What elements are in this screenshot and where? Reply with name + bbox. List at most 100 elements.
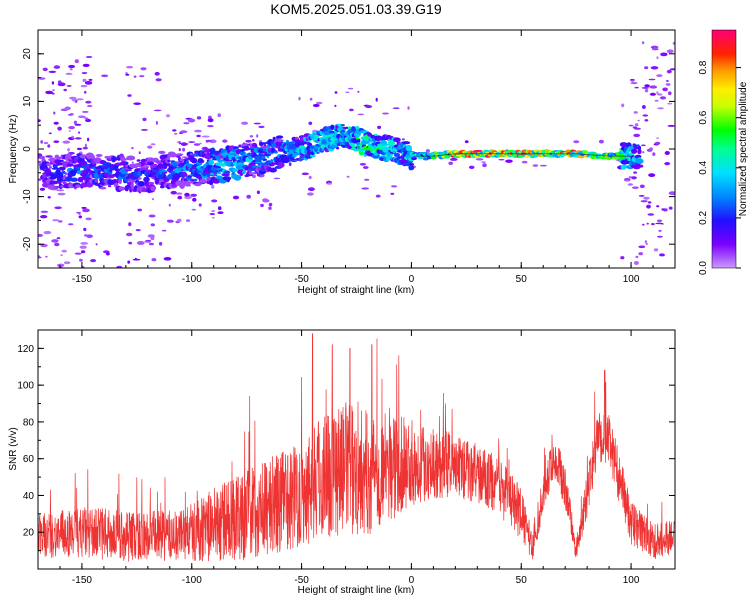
noise-blob <box>81 206 87 209</box>
x-tick-label: -50 <box>294 274 309 285</box>
colorbar-gradient <box>711 29 737 269</box>
ridge-blob <box>61 170 66 175</box>
noise-blob <box>126 65 133 69</box>
noise-blob <box>627 183 634 186</box>
snr-frame <box>37 329 676 570</box>
ridge-blob <box>277 162 285 168</box>
ridge-blob <box>90 154 95 160</box>
noise-blob <box>643 196 650 200</box>
ridge-blob <box>232 168 238 172</box>
noise-blob <box>653 248 659 252</box>
ridge-blob <box>632 164 641 170</box>
ridge-blob <box>95 154 103 157</box>
colorbar-ticks: 0.0 0.2 0.4 0.6 0.8 <box>698 60 741 275</box>
noise-blob <box>53 121 59 125</box>
noise-blob <box>648 78 656 81</box>
noise-blob <box>85 100 92 104</box>
noise-blob <box>38 178 41 181</box>
noise-blob <box>625 179 630 182</box>
ridge-blob <box>201 174 208 179</box>
ridge-blob <box>46 162 52 167</box>
noise-blob <box>650 66 659 70</box>
x-tick-label: -100 <box>182 274 202 285</box>
noise-blob <box>52 279 55 281</box>
ridge-blob <box>108 185 112 188</box>
noise-blob <box>187 118 196 123</box>
noise-blob <box>148 242 154 246</box>
ridge-blob <box>316 135 320 139</box>
noise-blob <box>69 68 73 71</box>
noise-blob <box>672 41 675 45</box>
ridge-blob <box>351 126 356 131</box>
noise-blob <box>375 194 381 198</box>
snr-marks <box>38 333 675 562</box>
ridge-blob <box>124 161 129 165</box>
noise-blob <box>51 81 55 85</box>
noise-blob <box>668 91 672 96</box>
noise-blob <box>252 174 256 179</box>
x-tick-label: 100 <box>623 575 640 586</box>
ridge-blob <box>194 150 200 154</box>
x-tick-label: 0 <box>409 575 415 586</box>
noise-blob <box>84 117 89 120</box>
noise-blob <box>468 165 475 169</box>
noise-blob <box>211 210 216 212</box>
noise-blob <box>635 255 639 259</box>
noise-blob <box>68 223 74 226</box>
ridge-blob <box>208 159 214 166</box>
noise-blob <box>307 187 315 192</box>
ridge-blob <box>76 170 83 175</box>
noise-blob <box>253 122 261 125</box>
noise-blob <box>82 63 90 67</box>
noise-blob <box>217 206 222 211</box>
noise-blob <box>79 258 83 262</box>
noise-blob <box>644 84 650 88</box>
x-tick-label: -150 <box>72 575 92 586</box>
ridge-blob <box>374 133 378 137</box>
noise-blob <box>256 190 260 195</box>
noise-blob <box>268 206 272 210</box>
noise-blob <box>45 255 48 258</box>
noise-blob <box>40 140 44 144</box>
noise-blob <box>649 92 657 96</box>
ridge-blob <box>216 171 222 175</box>
noise-blob <box>308 121 313 126</box>
noise-blob <box>76 211 81 214</box>
noise-blob <box>638 195 645 197</box>
noise-blob <box>80 242 89 245</box>
noise-blob <box>144 273 150 276</box>
noise-blob <box>641 144 646 147</box>
y-tick-label: 120 <box>17 344 34 355</box>
noise-blob <box>201 135 210 138</box>
noise-blob <box>45 90 53 95</box>
noise-blob <box>38 119 41 122</box>
noise-blob <box>81 110 89 113</box>
ridge-blob <box>184 180 191 187</box>
ridge-blob <box>98 165 103 169</box>
snr-series-line <box>38 333 675 562</box>
noise-blob <box>48 70 57 73</box>
noise-blob <box>391 185 398 188</box>
x-tick-label: 50 <box>516 274 528 285</box>
noise-blob <box>182 147 186 152</box>
noise-blob <box>390 192 395 195</box>
noise-blob <box>651 48 659 51</box>
noise-blob <box>85 217 92 221</box>
ridge-blob <box>103 172 108 177</box>
noise-blob <box>659 96 667 100</box>
ridge-blob <box>631 148 638 154</box>
noise-blob <box>150 143 156 146</box>
noise-blob <box>150 223 155 227</box>
noise-blob <box>144 270 150 273</box>
noise-blob <box>168 203 171 207</box>
ridge-blob <box>408 163 414 166</box>
ridge-blob <box>275 158 282 164</box>
noise-blob <box>172 129 177 132</box>
colorbar-tick-label: 0.0 <box>698 261 709 275</box>
ridge-blob <box>182 172 188 177</box>
noise-blob <box>347 87 354 90</box>
noise-blob <box>53 65 61 69</box>
noise-blob <box>667 102 673 105</box>
noise-blob <box>80 250 86 254</box>
spectrogram-y-label: Frequency (Hz) <box>8 115 19 184</box>
